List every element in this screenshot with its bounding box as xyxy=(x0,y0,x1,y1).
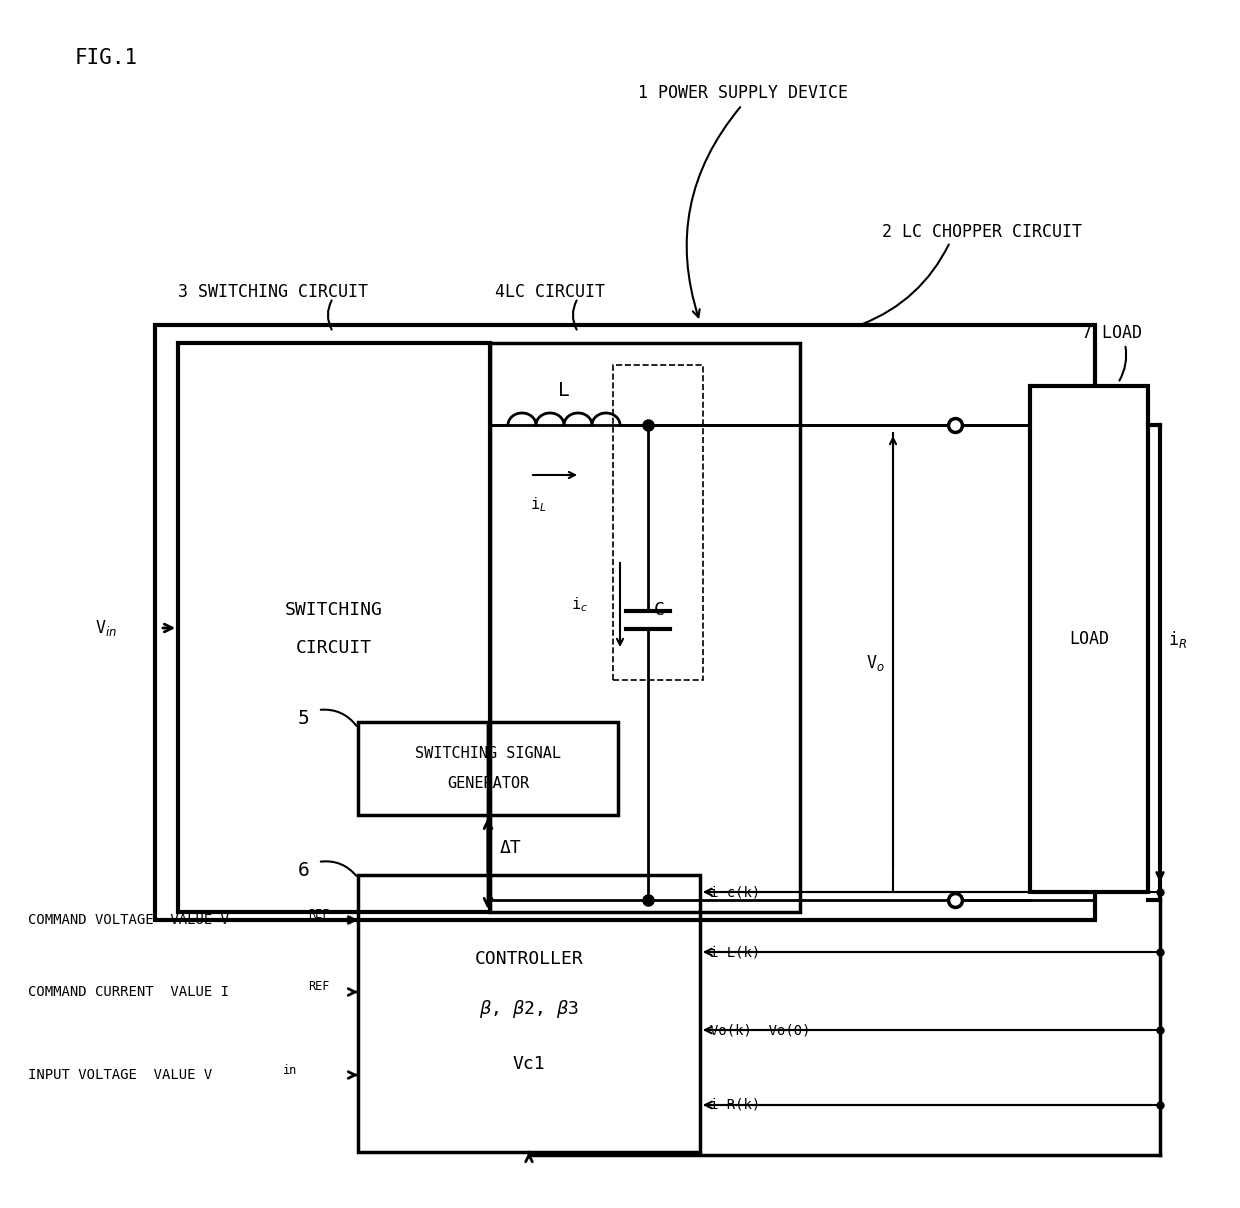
Text: i R(k): i R(k) xyxy=(711,1098,760,1113)
Text: GENERATOR: GENERATOR xyxy=(446,777,529,791)
Text: COMMAND CURRENT  VALUE I: COMMAND CURRENT VALUE I xyxy=(29,985,229,999)
Text: i c(k): i c(k) xyxy=(711,885,760,899)
Text: SWITCHING: SWITCHING xyxy=(285,602,383,618)
Text: 2 LC CHOPPER CIRCUIT: 2 LC CHOPPER CIRCUIT xyxy=(882,223,1083,242)
Text: CONTROLLER: CONTROLLER xyxy=(475,949,583,968)
Text: 6: 6 xyxy=(298,860,310,879)
Text: 5: 5 xyxy=(298,709,310,727)
Text: in: in xyxy=(283,1063,298,1076)
Bar xyxy=(1030,387,1148,892)
Text: 4LC CIRCUIT: 4LC CIRCUIT xyxy=(495,283,605,301)
Text: V$_{o}$: V$_{o}$ xyxy=(867,654,885,673)
Text: i$_{L}$: i$_{L}$ xyxy=(529,495,547,515)
Text: Vc1: Vc1 xyxy=(512,1055,546,1073)
Text: FIG.1: FIG.1 xyxy=(74,48,138,68)
Bar xyxy=(358,722,618,815)
Text: L: L xyxy=(558,381,570,400)
Bar xyxy=(358,875,701,1152)
Bar xyxy=(613,365,703,680)
Text: i L(k): i L(k) xyxy=(711,945,760,959)
Text: C: C xyxy=(653,602,665,618)
Text: COMMAND VOLTAGE  VALUE V: COMMAND VOLTAGE VALUE V xyxy=(29,913,229,927)
Text: INPUT VOLTAGE  VALUE V: INPUT VOLTAGE VALUE V xyxy=(29,1068,212,1082)
Text: ΔT: ΔT xyxy=(500,840,522,856)
Text: REF: REF xyxy=(308,908,330,922)
Text: CIRCUIT: CIRCUIT xyxy=(296,639,372,657)
Text: 1 POWER SUPPLY DEVICE: 1 POWER SUPPLY DEVICE xyxy=(639,85,848,101)
Text: 7 LOAD: 7 LOAD xyxy=(1083,324,1142,342)
Text: SWITCHING SIGNAL: SWITCHING SIGNAL xyxy=(415,747,560,761)
Text: V$_{in}$: V$_{in}$ xyxy=(95,618,117,638)
Bar xyxy=(490,343,800,912)
Text: $\beta$, $\beta$2, $\beta$3: $\beta$, $\beta$2, $\beta$3 xyxy=(479,998,579,1020)
Text: LOAD: LOAD xyxy=(1069,631,1109,647)
Text: 3 SWITCHING CIRCUIT: 3 SWITCHING CIRCUIT xyxy=(179,283,368,301)
Text: REF: REF xyxy=(308,981,330,993)
Bar xyxy=(179,343,490,912)
Text: Vo(k)  Vo(0): Vo(k) Vo(0) xyxy=(711,1023,811,1036)
Text: i$_{c}$: i$_{c}$ xyxy=(570,596,588,615)
Bar xyxy=(155,325,1095,920)
Text: i$_{R}$: i$_{R}$ xyxy=(1168,629,1187,650)
